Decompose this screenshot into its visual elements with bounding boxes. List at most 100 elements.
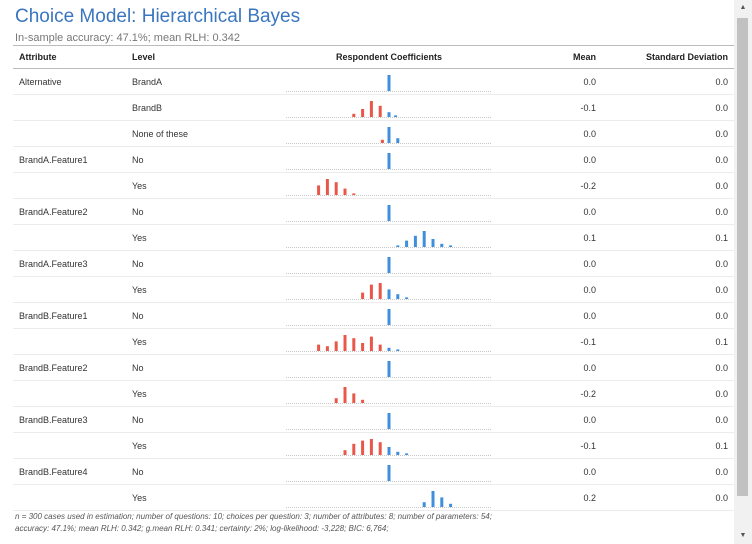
table-header-row: Attribute Level Respondent Coefficients … [13,45,734,69]
mean-cell: -0.2 [520,172,602,199]
mean-cell: 0.1 [520,224,602,251]
histogram-bar [431,238,435,247]
coefficient-histogram-cell [258,302,520,329]
histogram-bar [413,235,417,247]
attribute-cell [13,224,126,251]
mean-cell: 0.0 [520,146,602,173]
attribute-cell [13,328,126,355]
coefficient-histogram-cell [258,380,520,407]
table-row: BrandA.Feature3 No 0.0 0.0 [13,250,734,277]
histogram-bar [317,184,321,195]
mean-cell: 0.0 [520,302,602,329]
histogram-bar [405,296,409,299]
histogram-bar [387,288,391,299]
coefficient-histogram-cell [258,484,520,511]
histogram-bar [369,438,373,455]
histogram-bar [352,113,356,117]
coefficient-histogram-cell [258,94,520,121]
mean-cell: 0.0 [520,458,602,485]
scroll-down-icon[interactable]: ▼ [739,532,747,539]
histogram-bar [334,397,338,403]
histogram-bar [387,347,391,351]
attribute-cell: BrandA.Feature3 [13,250,126,277]
sd-cell: 0.0 [602,172,734,199]
table-row: Yes -0.2 0.0 [13,380,734,407]
level-cell: Yes [126,172,258,199]
mean-cell: -0.2 [520,380,602,407]
level-cell: Yes [126,328,258,355]
sd-cell: 0.0 [602,250,734,277]
histogram-bar [334,340,338,351]
vertical-scrollbar[interactable]: ▲ ▼ [734,0,752,544]
coefficient-histogram-cell [258,276,520,303]
coefficient-histogram [286,412,492,430]
scrollbar-thumb[interactable] [737,18,748,496]
coefficient-histogram-cell [258,224,520,251]
mean-cell: -0.1 [520,94,602,121]
mean-cell: -0.1 [520,432,602,459]
table-row: Yes -0.1 0.1 [13,328,734,355]
histogram-bar [317,344,321,351]
sd-cell: 0.1 [602,432,734,459]
histogram-bar [378,344,382,351]
histogram-bar [361,440,365,455]
mean-cell: 0.0 [520,354,602,381]
scroll-up-icon[interactable]: ▲ [739,4,747,11]
sd-cell: 0.0 [602,302,734,329]
table-row: BrandB -0.1 0.0 [13,94,734,121]
histogram-bar [361,292,365,299]
histogram-bar [440,496,444,507]
attribute-cell [13,276,126,303]
table-row: BrandB.Feature4 No 0.0 0.0 [13,458,734,485]
coefficient-histogram [286,126,492,144]
level-cell: Yes [126,432,258,459]
sd-cell: 0.0 [602,354,734,381]
histogram-bar [352,337,356,351]
sd-cell: 0.0 [602,458,734,485]
histogram-bar [396,244,400,247]
sd-cell: 0.1 [602,224,734,251]
attribute-cell [13,172,126,199]
table-body: Alternative BrandA 0.0 0.0 BrandB -0.1 0.0 None… [13,68,734,511]
coefficient-histogram [286,230,492,248]
attribute-cell: BrandB.Feature4 [13,458,126,485]
histogram-bar [396,137,400,143]
level-cell: No [126,250,258,277]
histogram-bar [378,282,382,299]
histogram-bar [343,449,347,455]
histogram-bar [387,360,391,377]
coefficient-histogram [286,360,492,378]
histogram-bar [352,443,356,455]
footer-line-2: accuracy: 47.1%; mean RLH: 0.342; g.mean… [15,524,389,533]
histogram-bar [369,284,373,299]
level-cell: BrandA [126,68,258,95]
column-header-sd: Standard Deviation [602,45,734,69]
sd-cell: 0.0 [602,94,734,121]
histogram-bar [440,243,444,247]
attribute-cell: Alternative [13,68,126,95]
histogram-bar [387,464,391,481]
level-cell: No [126,458,258,485]
table-row: None of these 0.0 0.0 [13,120,734,147]
histogram-bar [361,399,365,403]
histogram-bar [361,342,365,351]
sd-cell: 0.0 [602,120,734,147]
coefficient-histogram-cell [258,120,520,147]
histogram-bar [343,188,347,195]
coefficient-histogram [286,438,492,456]
attribute-cell [13,94,126,121]
mean-cell: 0.0 [520,120,602,147]
coefficient-histogram-cell [258,328,520,355]
coefficient-histogram [286,308,492,326]
level-cell: Yes [126,276,258,303]
table-row: Yes 0.0 0.0 [13,276,734,303]
coefficient-histogram [286,152,492,170]
attribute-cell: BrandA.Feature2 [13,198,126,225]
coefficient-histogram [286,282,492,300]
histogram-bar [387,308,391,325]
histogram-bar [422,230,426,247]
attribute-cell: BrandB.Feature3 [13,406,126,433]
histogram-bar [449,244,453,247]
attribute-cell [13,380,126,407]
coefficient-histogram-cell [258,458,520,485]
